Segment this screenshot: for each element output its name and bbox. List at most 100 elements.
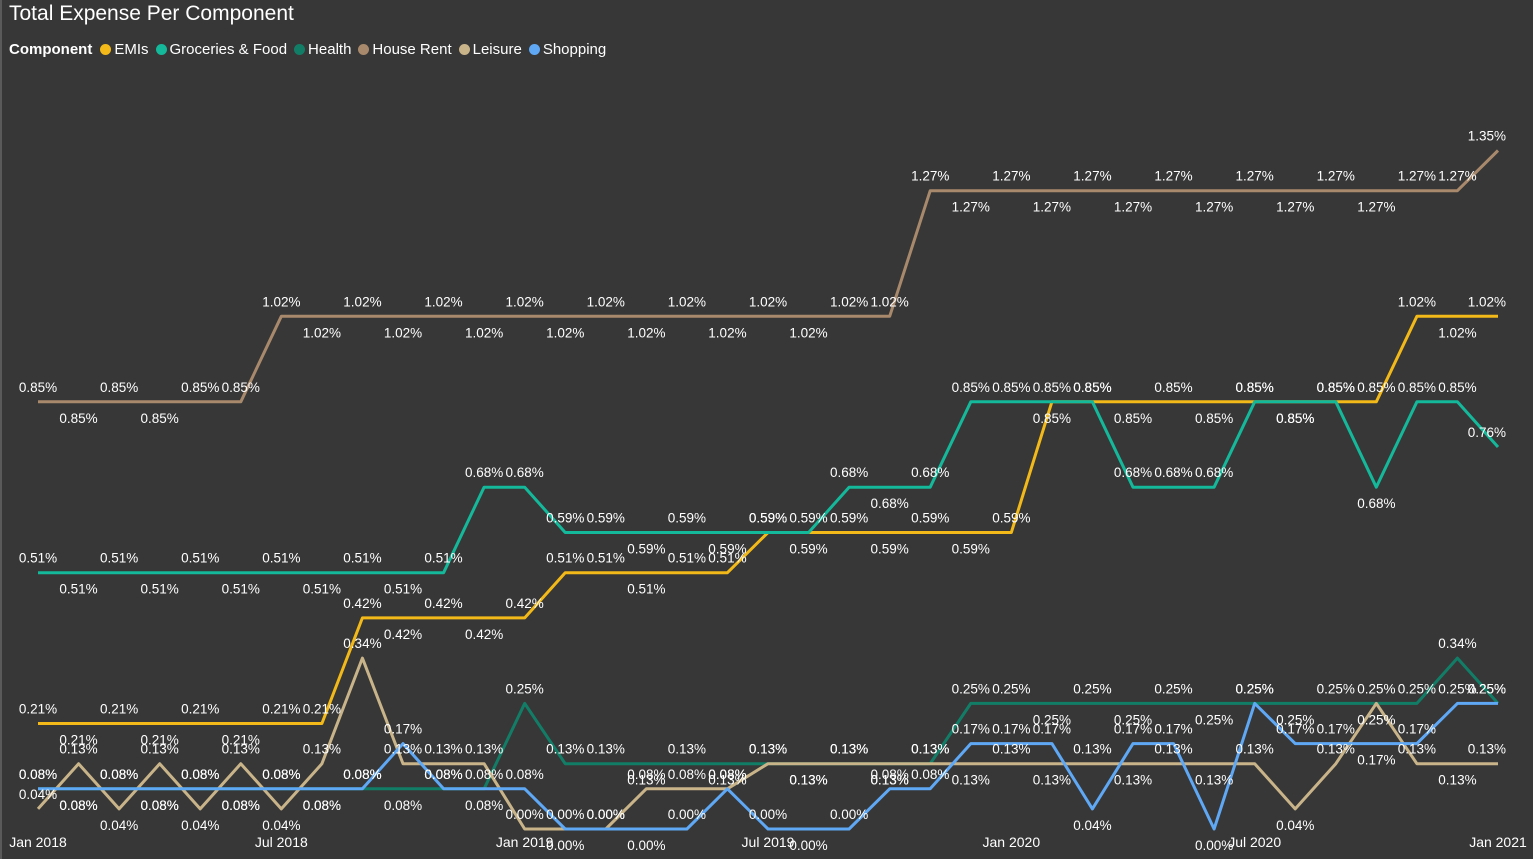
data-label-health: 0.13% [546,742,584,757]
data-label-groceries-food: 0.59% [789,510,827,525]
legend-label: EMIs [114,41,149,58]
data-label-health: 0.25% [992,681,1030,696]
legend-item-groceries-food[interactable]: Groceries & Food [155,41,288,58]
data-label-groceries-food: 0.68% [871,496,909,511]
data-label-leisure: 0.13% [303,742,341,757]
data-label-leisure: 0.34% [343,636,381,651]
data-label-house-rent: 1.02% [871,294,909,309]
data-label-leisure: 0.13% [992,742,1030,757]
data-label-leisure: 0.13% [1154,742,1192,757]
data-label-health: 0.08% [303,798,341,813]
data-label-emis: 0.85% [1357,380,1395,395]
data-label-health: 0.08% [343,767,381,782]
data-label-health: 0.08% [222,798,260,813]
legend-marker [100,44,112,55]
data-label-health: 0.25% [1468,681,1506,696]
data-label-house-rent: 1.02% [262,294,300,309]
data-label-health: 0.08% [424,767,462,782]
data-label-leisure: 0.13% [424,742,462,757]
legend-label: Groceries & Food [169,41,288,58]
data-label-shopping: 0.08% [303,798,341,813]
data-label-shopping: 0.17% [1154,722,1192,737]
data-label-house-rent: 1.27% [1317,169,1355,184]
data-label-health: 0.25% [506,681,544,696]
data-label-shopping: 0.08% [871,767,909,782]
series-line-house-rent[interactable] [38,149,1500,404]
series-line-groceries-food[interactable] [38,400,1500,575]
data-label-emis: 0.59% [952,541,990,556]
data-label-house-rent: 1.27% [1276,200,1314,215]
data-label-house-rent: 1.27% [1357,200,1395,215]
data-label-emis: 1.02% [1468,294,1506,309]
data-label-groceries-food: 0.68% [1154,465,1192,480]
data-label-leisure: 0.13% [59,742,97,757]
data-label-health: 0.13% [708,773,746,788]
data-label-groceries-food: 0.85% [1236,380,1274,395]
data-label-shopping: 0.17% [1398,722,1436,737]
data-label-health: 0.13% [587,742,625,757]
data-label-leisure: 0.13% [830,742,868,757]
data-label-emis: 0.42% [384,627,422,642]
data-label-house-rent: 1.27% [1114,200,1152,215]
data-label-emis: 0.42% [465,627,503,642]
data-label-house-rent: 1.27% [1195,200,1233,215]
data-label-groceries-food: 0.51% [384,582,422,597]
series-line-leisure[interactable] [36,656,1498,831]
data-label-house-rent: 1.27% [1236,169,1274,184]
data-label-shopping: 0.08% [100,767,138,782]
legend-item-shopping[interactable]: Shopping [528,41,607,58]
data-label-house-rent: 1.02% [789,325,827,340]
data-label-house-rent: 1.27% [1154,169,1192,184]
series-line-shopping[interactable] [38,701,1498,831]
data-label-health: 0.13% [668,742,706,757]
data-label-groceries-food: 0.85% [1033,411,1071,426]
legend-label: Shopping [542,41,607,58]
data-label-health: 0.08% [100,767,138,782]
data-label-groceries-food: 0.51% [303,582,341,597]
data-label-emis: 0.51% [587,551,625,566]
data-label-leisure: 0.13% [1468,742,1506,757]
data-label-emis: 0.51% [668,551,706,566]
data-label-house-rent: 1.02% [668,294,706,309]
data-label-emis: 0.85% [1236,380,1274,395]
legend-marker [294,44,306,55]
legend-label: House Rent [372,41,452,58]
legend: Component EMIs Groceries & Food Health Hous… [9,41,613,58]
data-label-health: 0.25% [1398,681,1436,696]
legend-item-house-rent[interactable]: House Rent [358,41,452,58]
data-label-leisure: 0.13% [1073,742,1111,757]
data-label-leisure: 0.13% [1114,773,1152,788]
data-label-shopping: 0.08% [424,767,462,782]
data-label-shopping: 0.08% [141,798,179,813]
data-label-house-rent: 1.02% [303,325,341,340]
data-label-health: 0.13% [830,742,868,757]
data-label-leisure: 0.00% [546,838,584,853]
data-label-emis: 0.42% [343,596,381,611]
data-label-leisure: 0.13% [222,742,260,757]
data-label-shopping: 0.00% [668,807,706,822]
legend-item-leisure[interactable]: Leisure [458,41,522,58]
legend-marker [458,44,470,55]
data-label-leisure: 0.08% [627,767,665,782]
legend-item-health[interactable]: Health [294,41,351,58]
data-label-shopping: 0.17% [1033,722,1071,737]
data-label-groceries-food: 0.59% [587,510,625,525]
data-label-emis: 0.21% [19,701,57,716]
data-label-emis: 0.21% [100,701,138,716]
data-label-shopping: 0.08% [262,767,300,782]
data-label-emis: 0.85% [1317,380,1355,395]
data-label-emis: 0.59% [992,510,1030,525]
data-label-groceries-food: 0.68% [911,465,949,480]
data-label-emis: 1.02% [1438,325,1476,340]
data-label-house-rent: 0.85% [222,380,260,395]
data-label-groceries-food: 0.51% [343,551,381,566]
data-label-shopping: 0.04% [1073,818,1111,833]
data-label-groceries-food: 0.51% [100,551,138,566]
data-label-leisure: 0.04% [1276,818,1314,833]
data-label-house-rent: 1.02% [343,294,381,309]
data-label-leisure: 0.13% [1438,773,1476,788]
data-label-emis: 0.21% [141,732,179,747]
legend-item-emis[interactable]: EMIs [100,41,149,58]
data-label-leisure: 0.13% [749,742,787,757]
data-label-shopping: 0.08% [506,767,544,782]
